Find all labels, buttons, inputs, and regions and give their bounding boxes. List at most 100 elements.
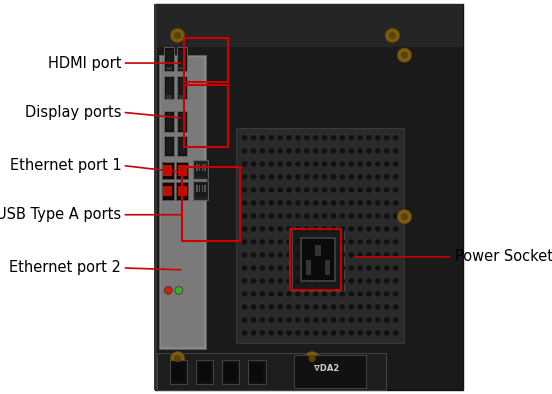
Circle shape [366,226,372,232]
Circle shape [277,187,283,193]
Circle shape [277,239,283,245]
Bar [177,111,187,132]
Circle shape [393,317,399,323]
Circle shape [348,317,354,323]
Circle shape [259,265,265,271]
Circle shape [305,351,319,366]
Circle shape [295,200,301,206]
Bar [178,186,187,196]
Circle shape [277,200,283,206]
Circle shape [251,174,256,180]
Circle shape [251,226,256,232]
Circle shape [309,355,316,362]
Circle shape [286,291,292,297]
Circle shape [251,161,256,167]
Circle shape [331,330,336,336]
Circle shape [295,291,301,297]
Circle shape [322,161,327,167]
Bar [199,164,200,171]
Circle shape [286,304,292,310]
Circle shape [242,200,247,206]
Bar [193,181,209,200]
Circle shape [348,148,354,154]
Bar [315,245,321,256]
Bar [166,67,172,70]
Circle shape [295,239,301,245]
Circle shape [339,213,345,219]
Circle shape [268,239,274,245]
Bar [199,185,200,192]
Bar [201,164,203,171]
Circle shape [339,252,345,258]
Bar [193,160,209,179]
Circle shape [322,239,327,245]
Bar [164,76,174,99]
Circle shape [286,239,292,245]
Circle shape [251,265,256,271]
Circle shape [295,265,301,271]
Bar [236,128,405,343]
Circle shape [295,330,301,336]
Circle shape [286,252,292,258]
Circle shape [313,330,319,336]
Circle shape [268,278,274,284]
Circle shape [331,174,336,180]
Circle shape [375,291,381,297]
Circle shape [259,135,265,141]
Circle shape [375,304,381,310]
Circle shape [268,265,274,271]
Bar [176,162,188,179]
Circle shape [331,161,336,167]
Bar [195,183,207,197]
Circle shape [385,28,400,43]
Circle shape [251,291,256,297]
Circle shape [339,330,345,336]
Circle shape [251,239,256,245]
Circle shape [339,200,345,206]
Circle shape [401,213,408,220]
Circle shape [339,291,345,297]
Bar [161,57,204,347]
Circle shape [389,32,396,39]
Circle shape [242,291,247,297]
Circle shape [268,148,274,154]
Circle shape [259,304,265,310]
Circle shape [366,200,372,206]
Circle shape [295,174,301,180]
Circle shape [331,278,336,284]
Bar [196,164,198,171]
Circle shape [348,330,354,336]
Circle shape [357,148,363,154]
Circle shape [397,210,412,224]
Circle shape [384,317,390,323]
Bar [157,353,386,390]
Circle shape [375,135,381,141]
Circle shape [295,252,301,258]
Circle shape [259,200,265,206]
Circle shape [277,278,283,284]
Circle shape [375,278,381,284]
Circle shape [242,161,247,167]
Circle shape [331,317,336,323]
Circle shape [366,278,372,284]
Circle shape [259,278,265,284]
Circle shape [384,291,390,297]
Circle shape [357,304,363,310]
Circle shape [384,239,390,245]
Circle shape [295,278,301,284]
Circle shape [286,135,292,141]
Bar [162,162,174,179]
Circle shape [366,265,372,271]
Circle shape [313,148,319,154]
Circle shape [375,239,381,245]
Circle shape [322,278,327,284]
Circle shape [348,174,354,180]
Circle shape [393,226,399,232]
Bar [172,363,185,382]
Bar [164,111,174,132]
Circle shape [286,174,292,180]
Circle shape [322,148,327,154]
Circle shape [304,252,310,258]
Circle shape [357,291,363,297]
Circle shape [175,286,183,294]
